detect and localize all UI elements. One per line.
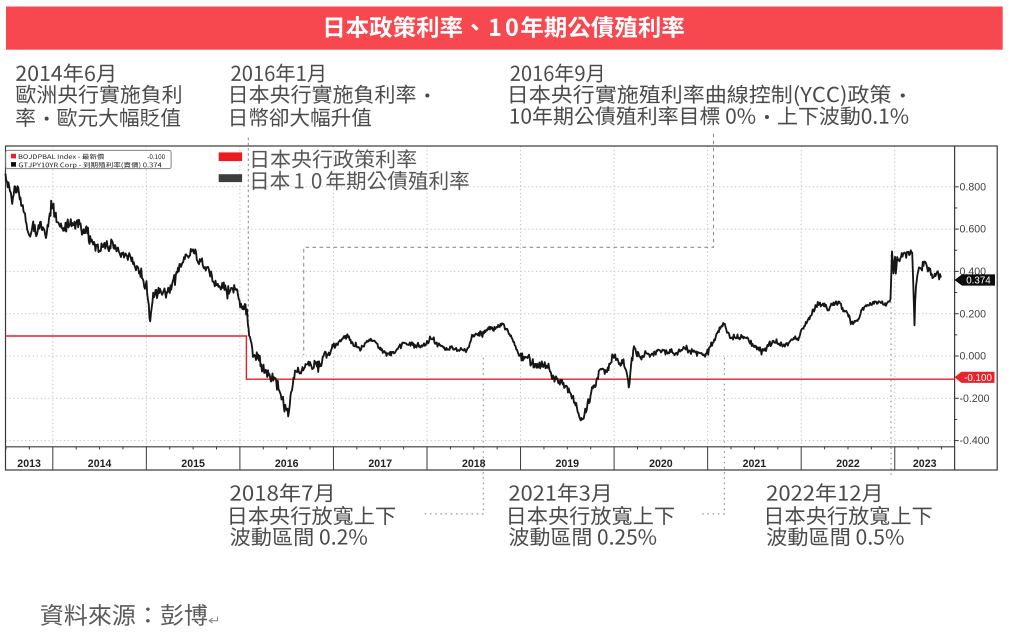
svg-text:2016: 2016 xyxy=(275,458,299,470)
svg-text:0.374: 0.374 xyxy=(966,276,991,287)
svg-text:-0.200: -0.200 xyxy=(960,393,990,405)
svg-text:2018: 2018 xyxy=(462,458,486,470)
svg-text:2022: 2022 xyxy=(836,458,860,470)
svg-text:2014: 2014 xyxy=(88,458,112,470)
svg-text:2019: 2019 xyxy=(556,458,580,470)
svg-text:0.600: 0.600 xyxy=(960,224,987,236)
svg-text:-0.400: -0.400 xyxy=(960,435,990,447)
svg-text:0.200: 0.200 xyxy=(960,308,987,320)
svg-text:2023: 2023 xyxy=(913,458,937,470)
svg-text:2021: 2021 xyxy=(743,458,767,470)
svg-text:2017: 2017 xyxy=(368,458,392,470)
svg-text:2015: 2015 xyxy=(181,458,205,470)
svg-text:2020: 2020 xyxy=(649,458,673,470)
svg-text:2013: 2013 xyxy=(17,458,41,470)
svg-text:-0.100: -0.100 xyxy=(964,373,992,384)
svg-text:0.800: 0.800 xyxy=(960,181,987,193)
svg-text:0.000: 0.000 xyxy=(960,351,987,363)
